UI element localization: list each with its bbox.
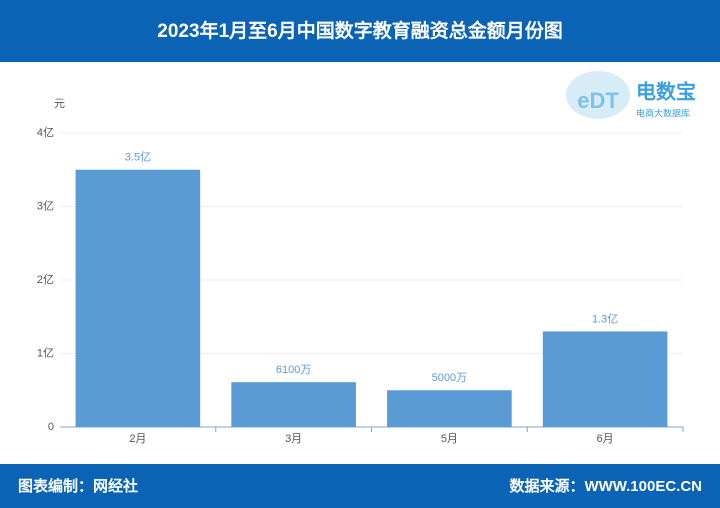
value-label: 1.3亿 [592,312,618,325]
footer-left: 图表编制：网经社 [18,477,138,495]
bar [387,390,512,427]
value-label: 6100万 [276,364,311,376]
y-tick-label: 1亿 [37,346,54,359]
bar [231,382,356,427]
value-label: 5000万 [432,372,467,384]
footer-right: 数据来源：WWW.100EC.CN [509,477,702,495]
y-tick-label: 3亿 [37,199,54,212]
x-tick-label: 6月 [597,433,614,445]
logo-mark: eDT [577,88,619,113]
logo-cloud [566,71,630,119]
footer-band [0,464,720,508]
y-tick-label: 2亿 [37,273,54,286]
header-band [0,0,720,62]
title: 2023年1月至6月中国数字教育融资总金额月份图 [157,19,562,42]
logo-name: 电数宝 [636,79,696,103]
y-tick-label: 4亿 [37,126,54,139]
bar [75,169,201,427]
value-label: 3.5亿 [125,151,151,164]
logo-subtitle: 电商大数据库 [636,107,690,118]
logo: eDT 电数宝 电商大数据库 [566,71,696,119]
x-tick-label: 3月 [285,433,302,445]
x-tick-label: 5月 [441,433,458,445]
y-tick-label: 0 [48,421,54,433]
bar [542,331,668,427]
y-axis-label: 元 [54,98,65,110]
x-tick-label: 2月 [129,433,146,445]
